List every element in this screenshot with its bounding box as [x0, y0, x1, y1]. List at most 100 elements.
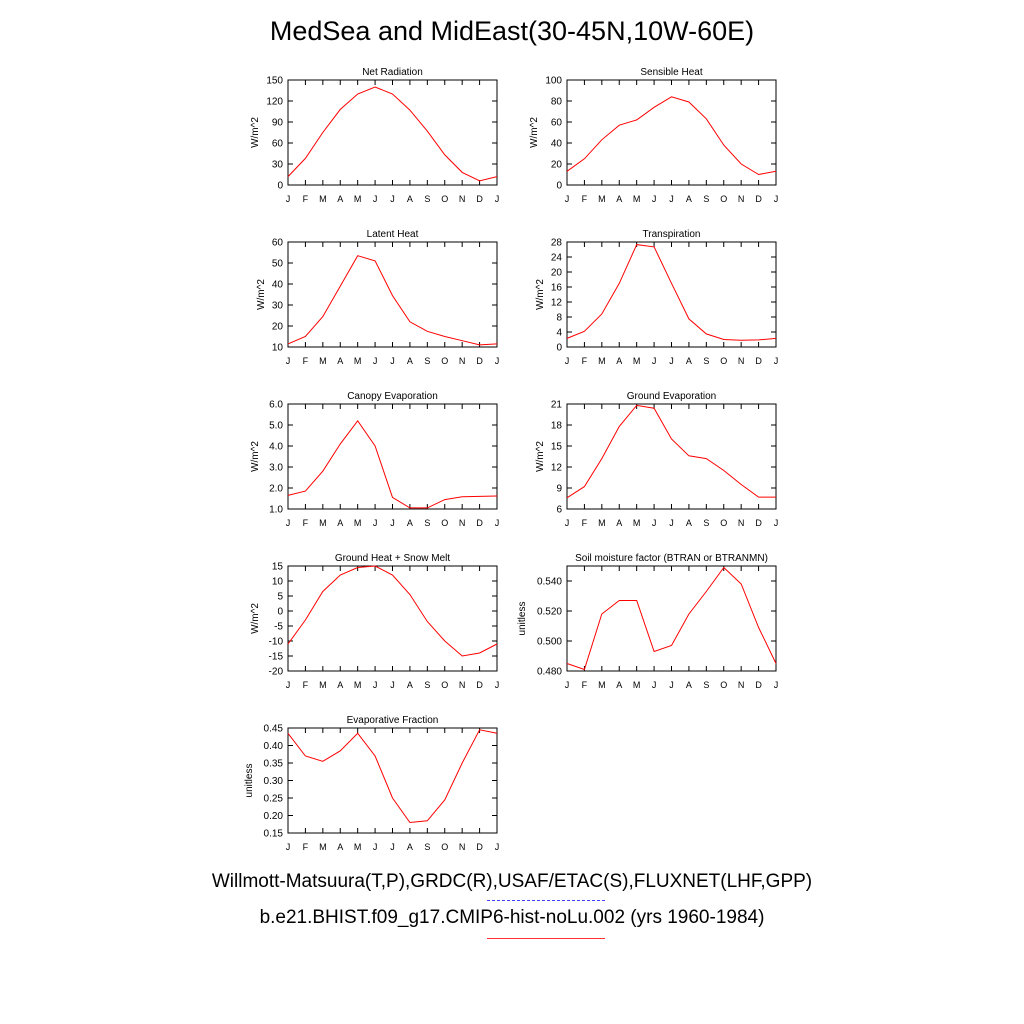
y-tick-label: 16: [551, 283, 563, 294]
x-tick-label: A: [616, 680, 622, 690]
x-tick-label: J: [373, 356, 378, 366]
x-tick-label: J: [774, 518, 779, 528]
x-tick-label: J: [774, 356, 779, 366]
x-tick-label: O: [441, 356, 448, 366]
x-tick-label: O: [441, 842, 448, 852]
x-tick-label: S: [703, 356, 709, 366]
x-tick-label: A: [407, 356, 413, 366]
series-line: [287, 86, 498, 182]
x-tick-label: N: [459, 680, 466, 690]
y-tick-label: 5.0: [269, 421, 283, 432]
x-tick-label: J: [495, 680, 500, 690]
y-tick-label: 12: [551, 298, 563, 309]
y-tick-label: 3.0: [269, 463, 283, 474]
x-tick-label: A: [337, 842, 343, 852]
x-tick-label: F: [582, 356, 588, 366]
y-tick-label: -20: [269, 667, 284, 678]
x-tick-label: F: [582, 194, 588, 204]
x-tick-label: J: [495, 842, 500, 852]
x-tick-label: S: [703, 194, 709, 204]
x-tick-label: D: [476, 680, 483, 690]
x-tick-label: J: [669, 680, 674, 690]
x-tick-label: D: [476, 518, 483, 528]
x-tick-label: J: [565, 518, 570, 528]
x-tick-label: J: [669, 518, 674, 528]
x-tick-label: J: [495, 518, 500, 528]
x-tick-label: O: [720, 356, 727, 366]
y-tick-label: 60: [551, 118, 563, 129]
x-tick-label: M: [354, 842, 362, 852]
x-tick-label: M: [633, 356, 641, 366]
y-tick-label: 10: [272, 343, 284, 354]
x-tick-label: F: [303, 194, 309, 204]
y-tick-label: 0: [556, 181, 562, 192]
plot-frame: [566, 565, 777, 672]
x-tick-label: J: [390, 842, 395, 852]
x-tick-label: M: [354, 518, 362, 528]
x-tick-label: J: [373, 194, 378, 204]
y-axis-label: W/m^2: [250, 603, 261, 634]
y-tick-label: 6: [556, 505, 562, 516]
x-tick-label: M: [598, 194, 606, 204]
x-tick-label: F: [582, 680, 588, 690]
y-axis-label: unitless: [244, 764, 255, 798]
x-tick-label: J: [286, 356, 291, 366]
y-tick-label: 120: [266, 97, 283, 108]
x-tick-label: A: [616, 194, 622, 204]
y-tick-label: 80: [551, 97, 563, 108]
y-tick-label: 0.20: [264, 811, 284, 822]
x-tick-label: J: [390, 518, 395, 528]
panel-title: Net Radiation: [362, 67, 423, 78]
panel-title: Sensible Heat: [640, 67, 702, 78]
y-tick-label: 28: [551, 238, 563, 249]
y-tick-label: 0.30: [264, 776, 284, 787]
y-tick-label: 150: [266, 76, 283, 87]
x-tick-label: A: [686, 194, 692, 204]
x-tick-label: M: [354, 194, 362, 204]
y-axis-label: W/m^2: [529, 117, 540, 148]
series-line: [287, 255, 498, 346]
x-tick-label: M: [598, 518, 606, 528]
x-tick-label: A: [407, 842, 413, 852]
x-tick-label: J: [373, 518, 378, 528]
legend-observations-label: Willmott-Matsuura(T,P),GRDC(R),USAF/ETAC…: [211, 871, 813, 892]
y-tick-label: 18: [551, 421, 563, 432]
x-tick-label: M: [598, 356, 606, 366]
y-tick-label: 90: [272, 118, 284, 129]
x-tick-label: S: [424, 356, 430, 366]
x-tick-label: O: [720, 518, 727, 528]
plot-frame: [566, 403, 777, 510]
legend-model-line-sample: [487, 938, 605, 939]
x-tick-label: J: [390, 680, 395, 690]
x-tick-label: J: [495, 194, 500, 204]
y-tick-label: 21: [551, 400, 563, 411]
x-tick-label: F: [303, 680, 309, 690]
y-tick-label: 50: [272, 259, 284, 270]
x-tick-label: O: [441, 194, 448, 204]
x-tick-label: J: [390, 356, 395, 366]
x-tick-label: N: [738, 518, 745, 528]
y-tick-label: 40: [551, 139, 563, 150]
x-tick-label: M: [319, 518, 327, 528]
x-tick-label: O: [720, 194, 727, 204]
y-tick-label: 1.0: [269, 505, 283, 516]
y-tick-label: 0.520: [537, 607, 562, 618]
x-tick-label: J: [373, 842, 378, 852]
x-tick-label: D: [755, 356, 762, 366]
y-tick-label: 40: [272, 280, 284, 291]
legend-observations-line-sample: [487, 900, 605, 901]
x-tick-label: J: [390, 194, 395, 204]
series-line: [566, 96, 777, 176]
x-tick-label: A: [337, 518, 343, 528]
y-axis-label: unitless: [517, 602, 528, 636]
x-tick-label: J: [373, 680, 378, 690]
y-tick-label: 10: [272, 577, 284, 588]
y-tick-label: -5: [274, 622, 283, 633]
x-tick-label: S: [703, 680, 709, 690]
series-line: [287, 729, 498, 824]
y-tick-label: 0.35: [264, 759, 284, 770]
x-tick-label: J: [652, 518, 657, 528]
x-tick-label: N: [459, 518, 466, 528]
x-tick-label: O: [441, 518, 448, 528]
plot-frame: [287, 79, 498, 186]
